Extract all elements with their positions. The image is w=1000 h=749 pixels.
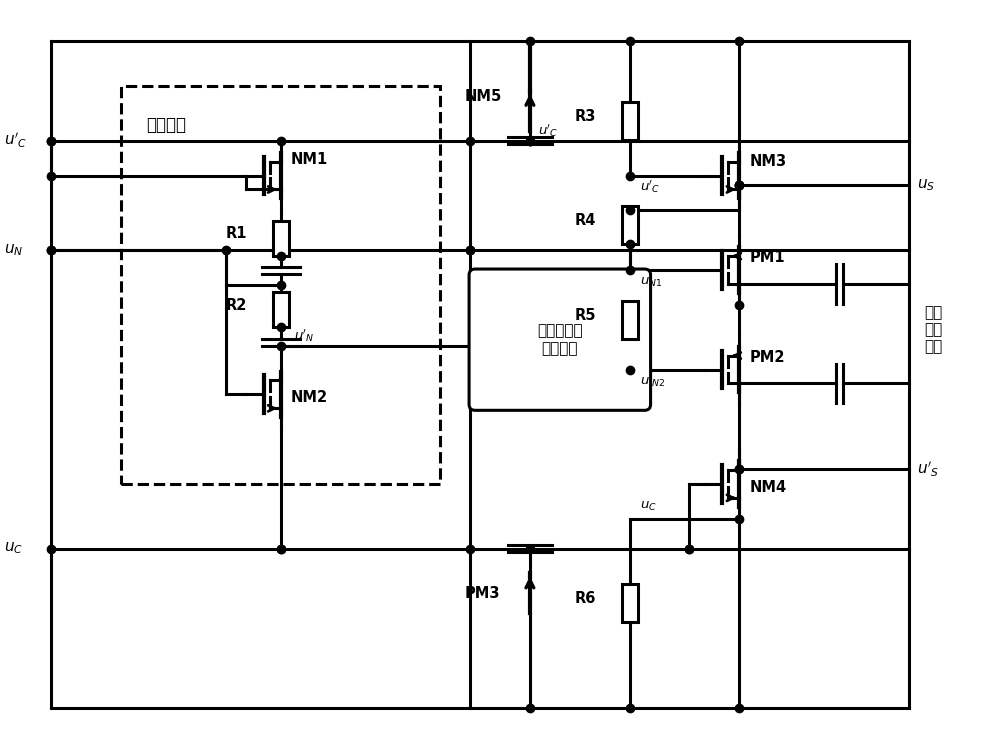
Bar xyxy=(622,207,638,244)
Text: $u'_C$: $u'_C$ xyxy=(538,122,558,139)
Text: $u'_S$: $u'_S$ xyxy=(917,459,939,479)
Text: 分压电路: 分压电路 xyxy=(146,116,186,134)
Text: R3: R3 xyxy=(575,109,596,124)
Text: NM3: NM3 xyxy=(749,154,786,169)
Text: $u_S$: $u_S$ xyxy=(917,178,935,193)
Text: $u_{N1}$: $u_{N1}$ xyxy=(640,276,662,289)
Text: NM1: NM1 xyxy=(291,151,328,166)
Bar xyxy=(273,221,289,255)
Bar xyxy=(622,102,638,140)
Text: PM3: PM3 xyxy=(465,586,501,601)
Text: $u'_C$: $u'_C$ xyxy=(640,178,660,195)
Text: 电平
消除
电路: 电平 消除 电路 xyxy=(924,305,942,354)
FancyBboxPatch shape xyxy=(469,269,651,410)
Text: $u_C$: $u_C$ xyxy=(4,541,23,557)
Text: NM5: NM5 xyxy=(465,89,502,104)
Bar xyxy=(622,301,638,339)
Text: NM4: NM4 xyxy=(749,480,786,495)
Text: $u_N$: $u_N$ xyxy=(4,242,24,258)
Text: R2: R2 xyxy=(226,298,247,313)
Text: $u'_N$: $u'_N$ xyxy=(294,327,314,345)
Text: PM1: PM1 xyxy=(749,250,785,265)
Text: $u'_{N2}$: $u'_{N2}$ xyxy=(640,372,665,389)
Text: $u_C$: $u_C$ xyxy=(640,500,656,513)
Bar xyxy=(121,86,440,484)
Text: NM2: NM2 xyxy=(291,390,328,405)
Bar xyxy=(273,292,289,327)
Text: R1: R1 xyxy=(226,226,247,241)
Bar xyxy=(622,584,638,622)
Text: PM2: PM2 xyxy=(749,350,785,365)
Text: R6: R6 xyxy=(575,592,596,607)
Text: $u'_C$: $u'_C$ xyxy=(4,131,28,151)
Text: 窄脉冲极性
翻转电路: 窄脉冲极性 翻转电路 xyxy=(537,324,583,356)
Text: R5: R5 xyxy=(575,308,596,323)
Text: R4: R4 xyxy=(575,213,596,228)
